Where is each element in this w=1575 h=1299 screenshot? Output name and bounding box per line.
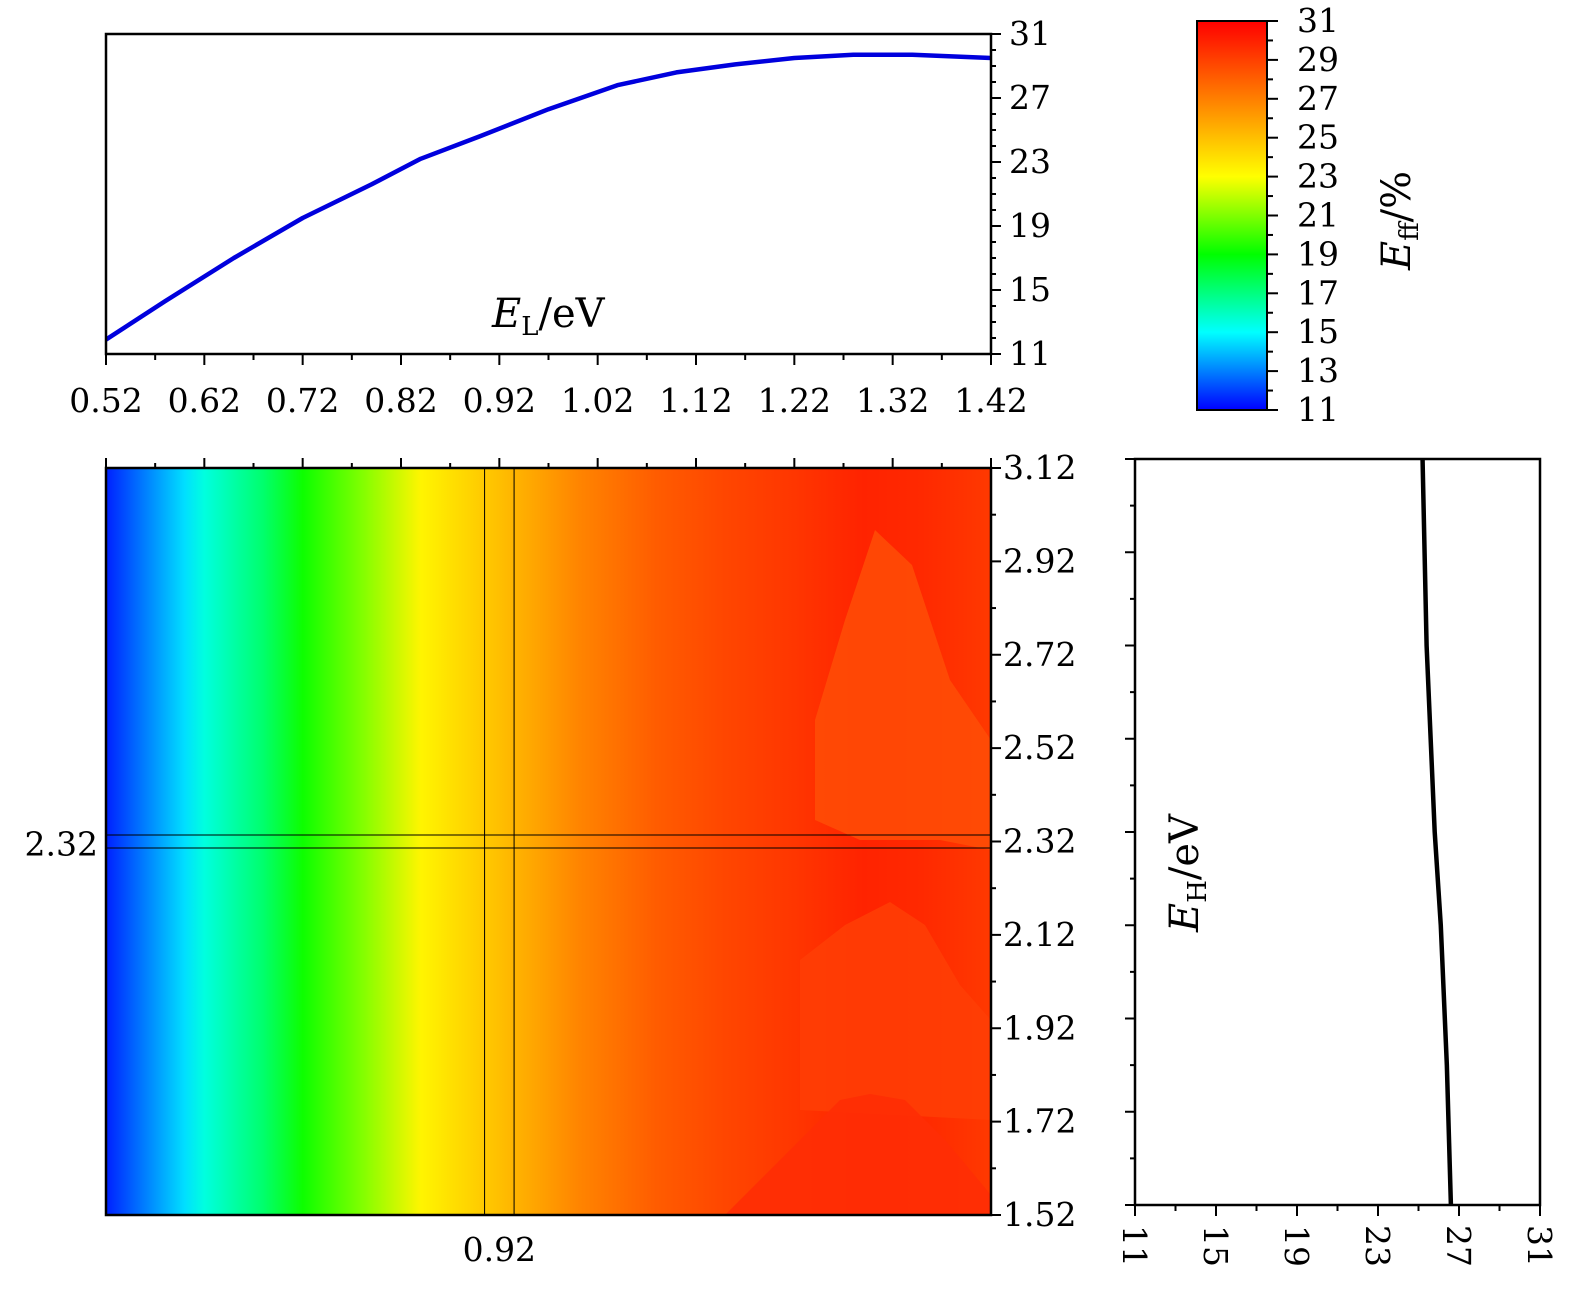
hotspot-middle xyxy=(800,902,991,1120)
top-y-tick-label: 27 xyxy=(1009,78,1051,117)
colorbar-tick-label: 21 xyxy=(1297,196,1339,235)
colorbar-tick-label: 11 xyxy=(1297,390,1339,429)
colorbar-tick-label: 27 xyxy=(1297,79,1339,118)
heatmap-y-tick-label: 1.92 xyxy=(1003,1008,1076,1047)
heatmap-y-tick-label: 1.72 xyxy=(1003,1102,1076,1141)
colorbar-tick-label: 19 xyxy=(1297,234,1339,273)
right-series-line xyxy=(1420,459,1454,1205)
right-x-axis: 11 15 19 23 27 31 xyxy=(1115,1205,1559,1267)
right-x-tick-label: 11 xyxy=(1115,1225,1154,1267)
heatmap-top-ticks xyxy=(105,458,992,468)
heatmap-hotspots xyxy=(725,530,991,1215)
colorbar-tick-label: 17 xyxy=(1297,273,1339,312)
heatmap-y-tick-label: 2.32 xyxy=(1003,822,1076,861)
colorbar-title: Eff/% xyxy=(1374,171,1425,271)
right-x-tick-label: 19 xyxy=(1277,1225,1316,1267)
right-y-axis-title: EH/eV xyxy=(1162,813,1213,933)
top-x-tick-label: 0.72 xyxy=(266,381,339,420)
hotspot-lower xyxy=(725,1094,991,1215)
top-line-panel: 0.52 0.62 0.72 0.82 0.92 1.02 1.12 1.22 1.32 1.42… xyxy=(69,14,1051,420)
heatmap-x-tick-label: 0.92 xyxy=(463,1230,536,1269)
right-line-panel: 11 15 19 23 27 31 EH/eV xyxy=(1115,457,1559,1267)
colorbar-tick-label: 31 xyxy=(1297,1,1339,40)
top-y-axis: 11 15 19 23 27 31 xyxy=(991,14,1051,373)
right-x-tick-label: 31 xyxy=(1520,1225,1559,1267)
top-x-tick-label: 1.22 xyxy=(758,381,831,420)
colorbar-tick-label: 29 xyxy=(1297,40,1339,79)
top-x-tick-label: 1.02 xyxy=(561,381,634,420)
crosshair xyxy=(106,468,991,1215)
hotspot-upper xyxy=(815,530,991,850)
colorbar-gradient xyxy=(1196,20,1268,411)
top-x-axis: 0.52 0.62 0.72 0.82 0.92 1.02 1.12 1.22 1.32 1.42 xyxy=(69,354,1028,420)
top-x-tick-label: 0.52 xyxy=(69,381,142,420)
top-x-tick-label: 1.32 xyxy=(856,381,929,420)
heatmap-y-tick-label: 2.92 xyxy=(1003,541,1076,580)
top-x-tick-label: 1.12 xyxy=(659,381,732,420)
top-y-tick-label: 19 xyxy=(1009,206,1051,245)
right-x-tick-label: 27 xyxy=(1439,1225,1478,1267)
right-x-tick-label: 23 xyxy=(1358,1225,1397,1267)
top-y-tick-label: 11 xyxy=(1009,334,1051,373)
colorbar-tick-label: 15 xyxy=(1297,312,1339,351)
top-x-tick-label: 0.92 xyxy=(463,381,536,420)
colorbar-tick-label: 13 xyxy=(1297,351,1339,390)
top-x-tick-label: 0.62 xyxy=(168,381,241,420)
right-y-axis xyxy=(1125,458,1135,1206)
heatmap-y-tick-label: 2.72 xyxy=(1003,635,1076,674)
top-x-axis-title: EL/eV xyxy=(491,291,606,342)
top-series-line xyxy=(106,52,991,342)
heatmap-y-tick-label: 3.12 xyxy=(1003,448,1076,487)
heatmap-y-tick-label: 2.12 xyxy=(1003,915,1076,954)
top-y-tick-label: 15 xyxy=(1009,270,1051,309)
top-x-tick-label: 1.42 xyxy=(954,381,1027,420)
heatmap-left-marker-label: 2.32 xyxy=(25,825,98,864)
top-y-tick-label: 31 xyxy=(1009,14,1051,53)
right-x-tick-label: 15 xyxy=(1196,1225,1235,1267)
heatmap-y-tick-label: 2.52 xyxy=(1003,728,1076,767)
heatmap-y-axis: 1.52 1.72 1.92 2.12 2.32 2.52 2.72 2.92 3.12 xyxy=(991,448,1076,1234)
heatmap-y-tick-label: 1.52 xyxy=(1003,1195,1076,1234)
colorbar-tick-label: 25 xyxy=(1297,118,1339,157)
top-y-tick-label: 23 xyxy=(1009,142,1051,181)
heatmap-panel: 1.52 1.72 1.92 2.12 2.32 2.52 2.72 2.92 3.12 0.9… xyxy=(25,448,1077,1269)
top-x-tick-label: 0.82 xyxy=(364,381,437,420)
colorbar-tick-label: 23 xyxy=(1297,157,1339,196)
